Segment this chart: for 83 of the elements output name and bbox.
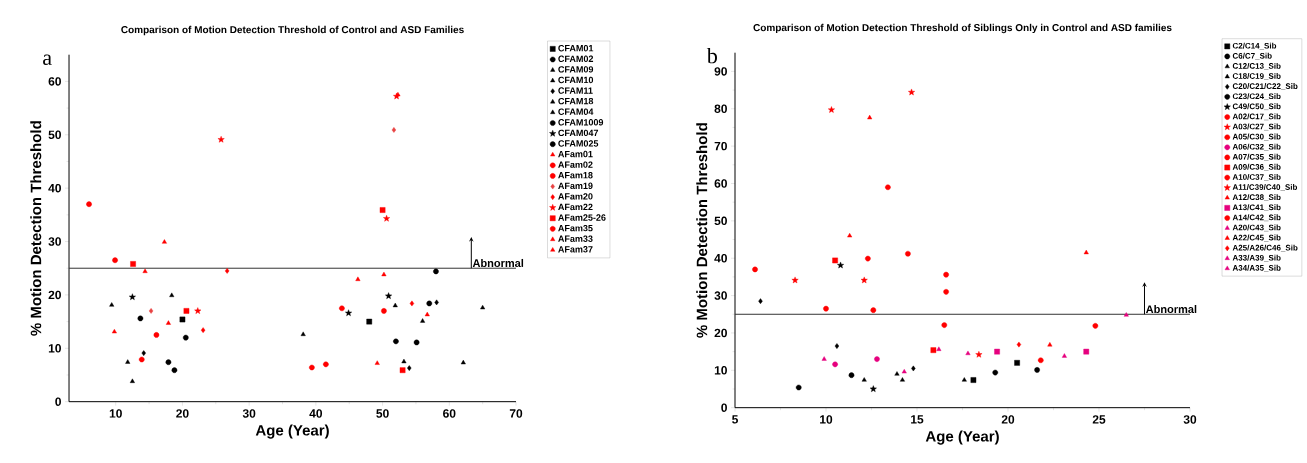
y-tick-label: 40 (48, 183, 61, 193)
x-tick-label: 40 (309, 409, 323, 418)
ref-line-label: Abnormal (1145, 304, 1197, 314)
legend-label: C23/C24_Sib (1232, 93, 1281, 100)
legend-label: CFAM01 (558, 45, 594, 52)
legend-label: CFAM02 (558, 55, 594, 62)
legend-label: AFam35 (558, 224, 593, 232)
y-tick-label: 60 (48, 77, 61, 86)
legend-label: AFam33 (558, 235, 593, 242)
legend-label: AFam19 (558, 182, 593, 189)
x-tick-label: 20 (1001, 415, 1015, 424)
x-tick-label: 50 (376, 409, 389, 418)
legend-label: C2/C14_Sib (1232, 42, 1277, 50)
legend-label: A13/C41_Sib (1232, 204, 1281, 212)
x-tick-label: 30 (1183, 415, 1197, 424)
legend-label: C18/C19_Sib (1232, 72, 1281, 80)
legend-label: A03/C27_Sib (1232, 123, 1281, 131)
x-tick-label: 30 (242, 409, 256, 418)
legend-label: CFAM09 (558, 66, 594, 73)
chart-title: Comparison of Motion Detection Threshold of Control and ASD Families (121, 25, 464, 36)
legend-label: A02/C17_Sib (1232, 113, 1281, 121)
x-tick-label: 10 (109, 409, 122, 418)
legend-label: AFam18 (558, 172, 593, 179)
x-tick-label: 10 (820, 415, 833, 424)
x-axis-title: Age (Year) (255, 424, 329, 439)
text: b (706, 47, 717, 64)
x-tick-label: 15 (911, 415, 924, 424)
legend-label: CFAM04 (558, 108, 594, 115)
text: a (43, 54, 52, 66)
legend-label: AFam20 (558, 193, 593, 200)
legend-label: CFAM047 (558, 129, 599, 137)
legend-label: C20/C21/C22_Sib (1232, 83, 1298, 90)
y-tick-label: 0 (55, 397, 61, 406)
legend-label: AFam02 (558, 161, 593, 168)
y-tick-label: 50 (48, 130, 61, 140)
legend-label: A22/C45_Sib (1232, 234, 1281, 242)
legend-label: A12/C38_Sib (1232, 194, 1281, 201)
legend-label: AFam01 (558, 150, 593, 158)
legend-label: A33/A39_Sib (1232, 254, 1281, 262)
y-tick-label: 40 (714, 253, 727, 263)
legend-label: A34/A35_Sib (1232, 264, 1281, 272)
legend-label: A07/C35_Sib (1232, 153, 1281, 161)
x-axis-title: Age (Year) (925, 430, 999, 445)
y-axis-title: % Motion Detection Threshold (30, 121, 42, 336)
legend-label: A14/C42_Sib (1232, 214, 1281, 222)
legend-label: CFAM025 (558, 140, 599, 147)
legend-label: A25/A26/C46_Sib (1232, 244, 1298, 252)
x-tick-label: 20 (176, 409, 189, 418)
y-axis-title: % Motion Detection Threshold (696, 123, 708, 338)
x-tick-label: 70 (509, 409, 523, 418)
ref-line-label: Abnormal (472, 258, 524, 268)
legend-label: A10/C37_Sib (1232, 173, 1281, 181)
y-tick-label: 20 (48, 290, 61, 300)
chart-title: Comparison of Motion Detection Threshold of Siblings Only in Control and ASD families (753, 23, 1172, 34)
legend-label: A05/C30_Sib (1232, 133, 1281, 141)
legend-label: CFAM18 (558, 97, 594, 105)
legend-label: AFam22 (558, 203, 593, 211)
y-tick-label: 20 (714, 328, 727, 338)
y-tick-label: 90 (714, 67, 727, 76)
y-tick-label: 10 (48, 344, 61, 353)
legend-label: A20/C43_Sib (1232, 224, 1281, 232)
legend-label: C6/C7_Sib (1232, 52, 1272, 60)
y-tick-label: 50 (714, 216, 727, 226)
y-tick-label: 0 (721, 403, 727, 412)
legend-label: A06/C32_Sib (1232, 143, 1281, 151)
y-tick-label: 30 (48, 237, 61, 246)
x-tick-label: 5 (732, 415, 738, 424)
legend-label: C12/C13_Sib (1232, 62, 1281, 70)
y-tick-label: 80 (714, 104, 727, 113)
legend-label: CFAM11 (558, 87, 593, 94)
legend-label: C49/C50_Sib (1232, 103, 1281, 111)
x-tick-label: 60 (443, 409, 456, 418)
legend-label: A09/C36_Sib (1232, 163, 1281, 171)
legend-label: CFAM10 (558, 76, 594, 84)
legend-label: A11/C39/C40_Sib (1232, 184, 1298, 191)
legend-label: AFam37 (558, 246, 593, 253)
legend-label: CFAM1009 (558, 119, 604, 126)
y-tick-label: 10 (714, 366, 727, 375)
y-tick-label: 60 (714, 179, 727, 188)
x-tick-label: 25 (1092, 415, 1106, 424)
legend-label: AFam25-26 (558, 214, 606, 221)
y-tick-label: 30 (714, 291, 727, 300)
y-tick-label: 70 (714, 141, 727, 151)
